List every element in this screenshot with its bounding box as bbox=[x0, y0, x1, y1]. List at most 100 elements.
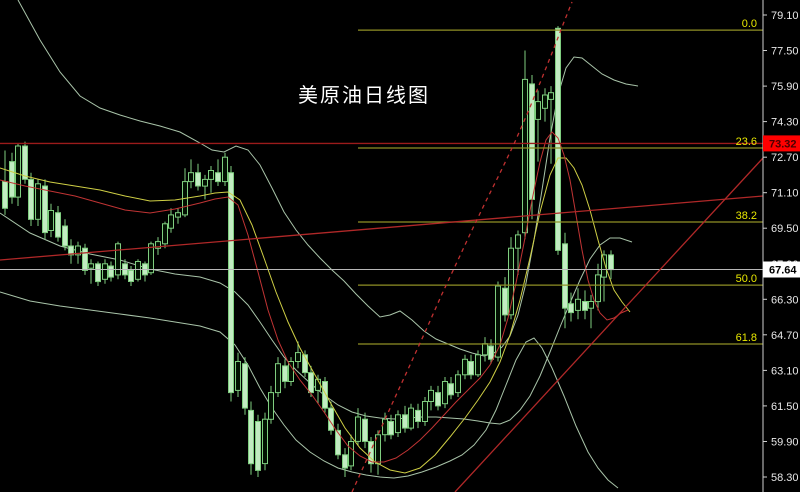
moving-averages-layer bbox=[0, 131, 631, 474]
candle-bear bbox=[582, 290, 588, 320]
candle-body bbox=[2, 181, 8, 209]
candle-body bbox=[482, 343, 488, 356]
candle-body bbox=[95, 263, 101, 283]
candle-body bbox=[455, 374, 461, 394]
accelerated-trend-dashed bbox=[351, 1, 573, 492]
candle-bull bbox=[548, 86, 554, 164]
candle-bull bbox=[48, 203, 54, 238]
axis-price-label: 77.50 bbox=[771, 46, 799, 58]
candle-body bbox=[35, 183, 41, 220]
fib-level-label-61.8: 61.8 bbox=[736, 332, 757, 344]
candle-body bbox=[448, 383, 454, 396]
candle-bear bbox=[342, 448, 348, 477]
candle-bull bbox=[575, 288, 581, 320]
candle-bull bbox=[355, 408, 361, 446]
candle-body bbox=[175, 212, 181, 218]
candle-bear bbox=[335, 423, 341, 460]
candle-body bbox=[108, 265, 114, 278]
fib-level-label-50.0: 50.0 bbox=[736, 273, 757, 285]
candle-bear bbox=[228, 166, 234, 402]
candle-bear bbox=[608, 250, 614, 280]
candle-bear bbox=[502, 277, 508, 322]
price-axis[interactable]: 79.1077.5075.9074.3072.7071.1069.5067.90… bbox=[762, 0, 800, 492]
candle-bull bbox=[115, 241, 121, 280]
candle-body bbox=[462, 358, 468, 376]
candle-bear bbox=[282, 359, 288, 389]
candle-body bbox=[55, 212, 61, 238]
candle-bull bbox=[162, 221, 168, 249]
candle-bull bbox=[462, 354, 468, 380]
candle-body bbox=[275, 363, 281, 394]
support-trendline-steep[interactable] bbox=[454, 157, 764, 492]
axis-price-label: 69.50 bbox=[771, 223, 799, 235]
candle-bear bbox=[402, 405, 408, 433]
candle-bull bbox=[375, 430, 381, 475]
candle-bull bbox=[188, 159, 194, 189]
axis-price-label: 66.30 bbox=[771, 294, 799, 306]
axis-price-label: 72.70 bbox=[771, 152, 799, 164]
candle-body bbox=[162, 223, 168, 245]
candle-body bbox=[422, 401, 428, 422]
candle-body bbox=[495, 285, 501, 358]
bollinger-bands-layer bbox=[0, 0, 639, 489]
candle-bear bbox=[255, 414, 261, 477]
candle-bear bbox=[568, 292, 574, 322]
candle-bear bbox=[108, 261, 114, 282]
candle-bull bbox=[182, 168, 188, 218]
candle-body bbox=[155, 241, 161, 249]
support-trendline-long[interactable] bbox=[0, 195, 764, 261]
candle-bull bbox=[168, 208, 174, 233]
candle-body bbox=[82, 247, 88, 271]
candle-body bbox=[188, 172, 194, 183]
last-price-tag bbox=[763, 261, 800, 278]
candle-body bbox=[248, 409, 254, 465]
candle-bear bbox=[68, 239, 74, 264]
candle-bear bbox=[302, 350, 308, 377]
chart-title: 美原油日线图 bbox=[298, 83, 430, 107]
candle-body bbox=[502, 287, 508, 316]
candle-bull bbox=[88, 259, 94, 284]
candle-body bbox=[115, 243, 121, 276]
candle-body bbox=[308, 372, 314, 394]
candle-bull bbox=[35, 179, 41, 226]
axis-price-label: 63.10 bbox=[771, 365, 799, 377]
candle-body bbox=[42, 185, 48, 234]
candle-bear bbox=[488, 339, 494, 364]
candle-bull bbox=[222, 152, 228, 186]
candle-body bbox=[608, 254, 614, 271]
candle-body bbox=[9, 161, 15, 198]
candle-body bbox=[522, 78, 528, 234]
candle-body bbox=[335, 429, 341, 456]
candle-body bbox=[428, 389, 434, 402]
candle-body bbox=[128, 269, 134, 282]
bollinger-upper bbox=[17, 0, 639, 357]
candle-body bbox=[288, 361, 294, 382]
candle-body bbox=[302, 354, 308, 374]
candle-body bbox=[548, 92, 554, 100]
candle-bull bbox=[588, 294, 594, 329]
candle-bear bbox=[248, 401, 254, 475]
axis-price-label: 79.10 bbox=[771, 10, 799, 22]
candle-bear bbox=[215, 159, 221, 186]
candle-body bbox=[28, 178, 34, 220]
candle-bull bbox=[395, 410, 401, 437]
candle-body bbox=[368, 441, 374, 465]
candle-body bbox=[235, 361, 241, 391]
candle-bear bbox=[435, 385, 441, 411]
candle-body bbox=[15, 145, 21, 198]
axis-price-label: 75.90 bbox=[771, 81, 799, 93]
candle-body bbox=[168, 214, 174, 229]
candle-bear bbox=[2, 150, 8, 215]
candle-body bbox=[268, 392, 274, 420]
candle-bear bbox=[362, 412, 368, 449]
candle-body bbox=[435, 392, 441, 407]
candle-body bbox=[68, 245, 74, 256]
candle-bull bbox=[75, 241, 81, 264]
candle-body bbox=[255, 421, 261, 471]
candle-bear bbox=[62, 219, 68, 251]
candle-body bbox=[568, 303, 574, 314]
candle-body bbox=[102, 263, 108, 280]
candle-bull bbox=[208, 166, 214, 193]
